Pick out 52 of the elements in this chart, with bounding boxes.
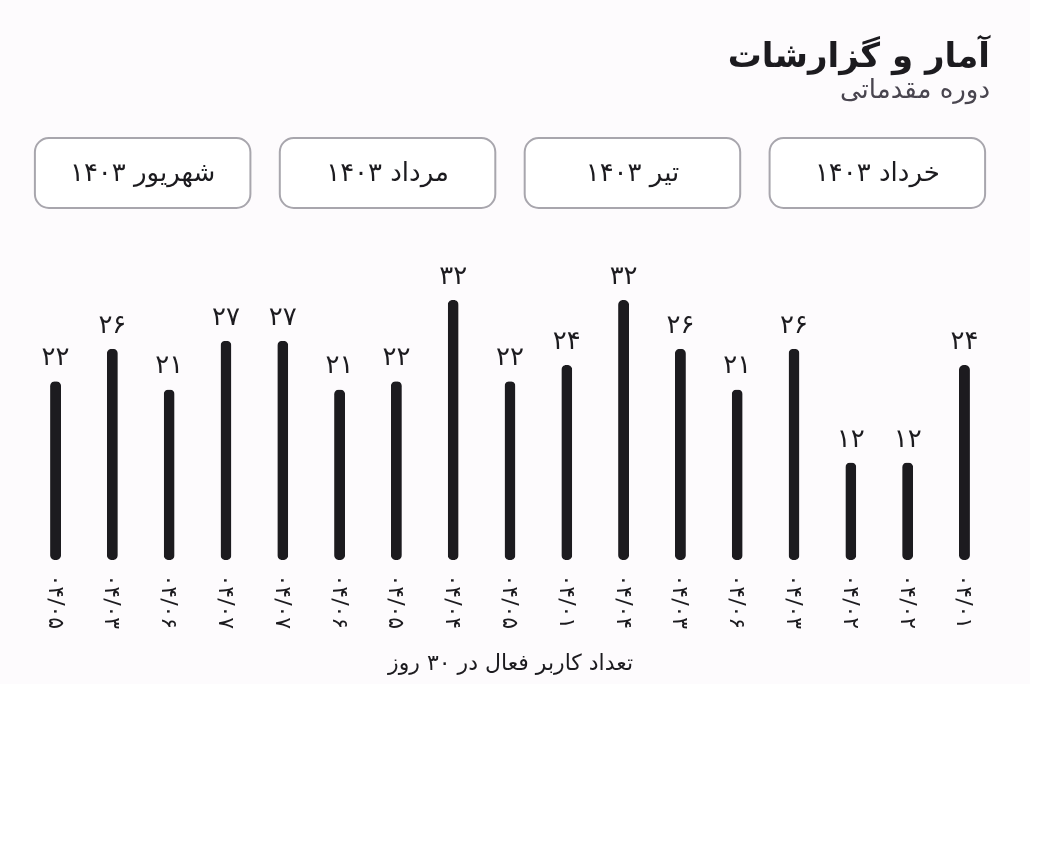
x-tick-label: ۰۴/۰۶: [327, 574, 353, 630]
data-label: ۲۴: [950, 325, 979, 355]
x-tick-label: ۰۴/۰۲: [895, 574, 921, 630]
bar: [277, 340, 289, 560]
bar: [504, 381, 516, 560]
data-label: ۲۶: [780, 308, 808, 339]
data-label: ۲۶: [98, 308, 127, 339]
bar: [447, 300, 459, 560]
x-tick-label: ۰۴/۰۱: [952, 574, 978, 630]
x-tick-label: ۰۴/۰۵: [43, 574, 69, 630]
bar: [106, 348, 118, 560]
bar: [390, 381, 402, 560]
x-tick-label: ۰۴/۰۷: [270, 574, 296, 630]
text: شهریور ۱۴۰۳: [69, 157, 216, 188]
data-label: ۱۲: [836, 422, 865, 453]
data-label: ۲۲: [41, 341, 70, 372]
data-label: ۲۴: [552, 325, 581, 355]
data-label: ۲۱: [723, 349, 752, 380]
x-tick-label: ۰۴/۰۴: [441, 574, 467, 630]
bar: [958, 365, 970, 560]
chart-subtitle: دوره مقدماتی: [839, 74, 990, 105]
data-label: ۲۶: [666, 308, 695, 339]
x-tick-label: ۰۴/۰۱: [554, 574, 580, 630]
text: تیر ۱۴۰۳: [585, 157, 680, 188]
x-tick-label: ۰۴/۰۳: [668, 574, 694, 630]
x-tick-label: ۰۴/۰۳: [782, 574, 808, 630]
x-tick-label: ۰۴/۰۲: [838, 574, 864, 630]
data-label: ۲۷: [268, 300, 297, 331]
x-tick-label: ۰۴/۰۶: [725, 574, 751, 630]
data-label: ۳۲: [439, 260, 468, 290]
x-tick-label: ۰۴/۰۶: [157, 574, 183, 630]
bar: [220, 340, 232, 560]
x-axis-title: تعداد کاربر فعال در ۳۰ روز: [387, 650, 633, 676]
data-label: ۱۲: [893, 422, 922, 453]
bar: [674, 348, 686, 560]
x-tick-label: ۰۴/۰۵: [498, 574, 523, 630]
x-tick-label: ۰۴/۰۷: [213, 574, 239, 630]
data-label: ۲۱: [325, 349, 354, 380]
text: خرداد ۱۴۰۳: [814, 157, 940, 188]
x-tick-label: ۰۴/۰۵: [384, 574, 410, 630]
bar: [618, 300, 630, 560]
text: مرداد ۱۴۰۳: [326, 157, 449, 188]
chart-title: آمار و گزارشات: [727, 34, 992, 76]
x-tick-label: ۰۴/۰۴: [611, 574, 637, 630]
data-label: ۳۲: [609, 260, 638, 290]
x-tick-label: ۰۴/۰۳: [100, 574, 126, 630]
bar: [788, 348, 800, 560]
data-label: ۲۲: [382, 341, 411, 372]
data-label: ۲۱: [155, 349, 184, 380]
bar: [561, 365, 573, 560]
data-label: ۲۷: [212, 300, 240, 331]
data-label: ۲۲: [496, 341, 524, 372]
